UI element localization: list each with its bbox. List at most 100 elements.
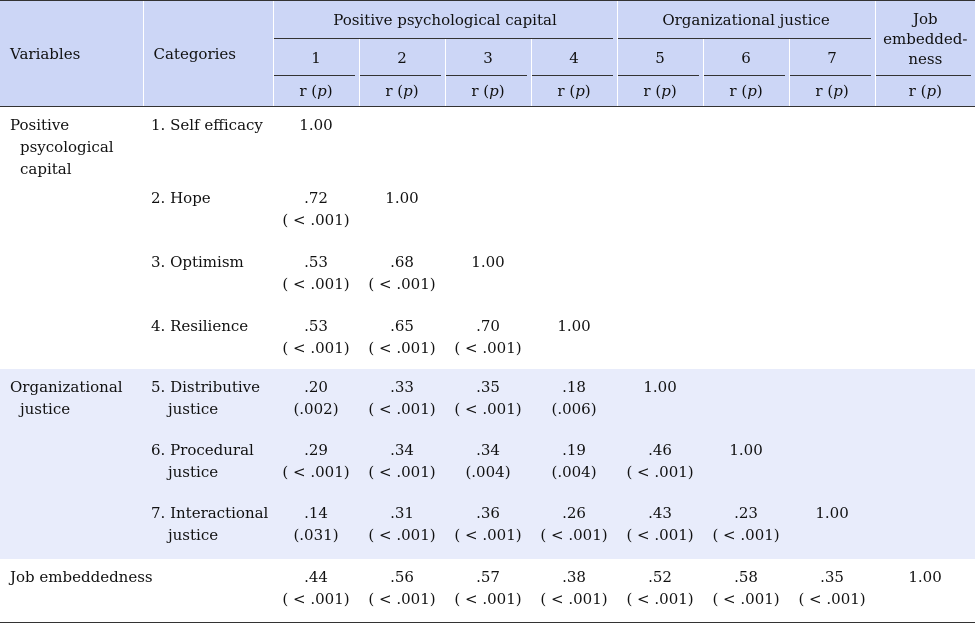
- p-value: ( < .001): [712, 526, 780, 544]
- header-variables: Variables: [0, 0, 143, 107]
- p-value: ( < .001): [454, 400, 522, 418]
- correlation-cell: 1.00: [789, 495, 876, 559]
- r-value: .35: [820, 568, 844, 586]
- header-stat-row: r (p) r (p) r (p) r (p) r (p) r (p) r (p) r (p): [0, 76, 975, 107]
- table-row: 4. Resilience .53( < .001) .65( < .001) .70…: [0, 308, 975, 369]
- p-value: ( < .001): [368, 275, 436, 293]
- table-row: 7. Interactional justice .14 (.031) .31 ( < .…: [0, 495, 975, 559]
- r-value: .31: [390, 504, 414, 522]
- header-group-ppc: Positive psychological capital: [272, 0, 618, 40]
- r-value: .65: [390, 317, 414, 335]
- category-label-cont: justice: [168, 400, 219, 418]
- category-cell: 1. Self efficacy: [143, 106, 273, 180]
- category-label: 3. Optimism: [151, 253, 244, 271]
- correlation-cell: [617, 308, 704, 369]
- correlation-cell: .18 (.006): [531, 369, 618, 432]
- correlation-cell: [875, 106, 975, 180]
- category-label: 2. Hope: [151, 189, 211, 207]
- correlation-cell: [789, 308, 876, 369]
- correlation-cell: [875, 180, 975, 244]
- r-value: .46: [648, 441, 672, 459]
- correlation-cell: .36 ( < .001): [445, 495, 531, 559]
- p-value: ( < .001): [454, 526, 522, 544]
- correlation-cell: .72 ( < .001): [273, 180, 359, 244]
- correlation-cell: [531, 180, 618, 244]
- p-value: ( < .001): [368, 590, 436, 608]
- header-group-oj: Organizational justice: [616, 0, 876, 40]
- correlation-cell: [617, 106, 704, 180]
- table-row: 6. Procedural justice .29 ( < .001) .34 ( < .…: [0, 432, 975, 495]
- p-value: ( < .001): [282, 339, 350, 357]
- p-value: ( < .001): [368, 463, 436, 481]
- stat-r-label: r (: [557, 82, 576, 100]
- correlation-cell: [789, 244, 876, 308]
- category-cell: 4. Resilience: [143, 308, 273, 369]
- r-value: 1.00: [299, 116, 333, 134]
- table-header: Variables Categories Positive psychologi…: [0, 0, 975, 107]
- correlation-cell: .35 ( < .001): [789, 559, 876, 623]
- header-job-line2: embedded-: [883, 29, 968, 48]
- p-value: ( < .001): [712, 590, 780, 608]
- r-value: .34: [476, 441, 500, 459]
- variable-label: Job embeddedness: [10, 568, 153, 586]
- r-value: .57: [476, 568, 500, 586]
- stat-r-label: r (: [643, 82, 662, 100]
- variable-cell: [0, 244, 143, 308]
- p-value: ( < .001): [282, 590, 350, 608]
- variable-label: Positive: [10, 116, 70, 134]
- category-label-cont: justice: [168, 526, 219, 544]
- variable-cell: Organizational justice: [0, 369, 143, 432]
- correlation-cell: .68 ( < .001): [359, 244, 445, 308]
- r-value: .68: [390, 253, 414, 271]
- correlation-cell: [875, 369, 975, 432]
- r-value: .56: [390, 568, 414, 586]
- r-value: .20: [304, 378, 328, 396]
- p-value: (.002): [293, 400, 339, 418]
- table-row: 3. Optimism .53 ( < .001) .68 ( < .001) 1.00: [0, 244, 975, 308]
- r-value: .34: [390, 441, 414, 459]
- r-value: .52: [648, 568, 672, 586]
- header-col-7: 7: [788, 39, 876, 76]
- correlation-cell: [789, 432, 876, 495]
- variable-cell: Positive psycological capital: [0, 106, 143, 180]
- stat-p-label: p: [833, 82, 843, 100]
- stat-p-label: p: [926, 82, 937, 100]
- header-job-line1: Job: [912, 9, 938, 28]
- header-col-6: 6: [702, 39, 790, 76]
- table-row: 2. Hope .72 ( < .001) 1.00: [0, 180, 975, 244]
- variable-cell: [0, 308, 143, 369]
- table-row: Positive psycological capital 1. Self effic…: [0, 106, 975, 180]
- header-stat-1: r (p): [272, 76, 359, 107]
- correlation-cell: 1.00: [617, 369, 704, 432]
- p-value: ( < .001): [368, 339, 436, 357]
- r-value: .14: [304, 504, 328, 522]
- correlation-cell: .35 ( < .001): [445, 369, 531, 432]
- correlation-cell: .70 ( < .001): [445, 308, 531, 369]
- correlation-cell: [703, 180, 790, 244]
- r-value: .72: [304, 189, 328, 207]
- r-value: .35: [476, 378, 500, 396]
- r-value: .19: [562, 441, 586, 459]
- header-col-4: 4: [530, 39, 618, 76]
- p-value: (.004): [465, 463, 511, 481]
- stat-close-label: ): [842, 82, 849, 100]
- stat-r-label: r (: [299, 82, 318, 100]
- correlation-cell: .43 ( < .001): [617, 495, 704, 559]
- variable-label: justice: [20, 400, 71, 418]
- correlation-cell: .46 ( < .001): [617, 432, 704, 495]
- correlation-cell: 1.00: [531, 308, 618, 369]
- correlation-cell: .58 ( < .001): [703, 559, 790, 623]
- r-value: 1.00: [815, 504, 849, 522]
- correlation-cell: [359, 106, 445, 180]
- stat-r-label: r (: [908, 82, 927, 100]
- r-value: .36: [476, 504, 500, 522]
- category-label: 6. Procedural: [151, 441, 254, 459]
- variable-label: capital: [20, 160, 72, 178]
- header-stat-4: r (p): [530, 76, 618, 107]
- r-value: .38: [562, 568, 586, 586]
- r-value: .44: [304, 568, 328, 586]
- p-value: ( < .001): [626, 463, 694, 481]
- correlation-cell: 1.00: [703, 432, 790, 495]
- header-stat-6: r (p): [702, 76, 790, 107]
